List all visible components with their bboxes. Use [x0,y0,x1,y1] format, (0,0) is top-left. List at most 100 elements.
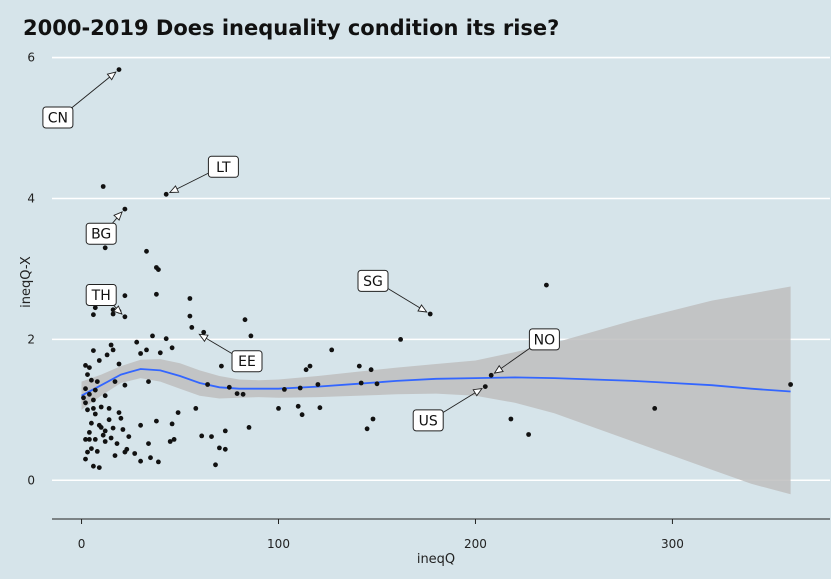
data-point [81,395,86,401]
data-point [526,432,531,437]
data-point [96,358,102,363]
data-point [242,317,248,323]
data-point [329,347,335,353]
data-point [138,422,144,428]
annotation-box [231,350,263,373]
data-point [205,382,211,387]
data-point [201,329,207,335]
annotation-arrowhead [198,333,209,343]
data-point [148,455,153,461]
data-point [246,425,252,430]
y-tick-label: 4 [27,191,35,205]
data-point [116,410,122,415]
data-point [488,372,494,378]
data-point [94,449,100,454]
annotation-arrowhead [472,388,483,397]
data-point [120,427,126,432]
data-point [116,361,122,367]
annotation-box [412,409,444,432]
data-point [91,463,96,469]
smooth-line-group [81,368,791,397]
data-point [248,333,254,339]
data-point [154,291,159,297]
data-point [92,437,98,442]
data-point [163,191,169,197]
data-point [114,441,120,446]
data-point [144,347,149,353]
data-point [317,405,323,411]
data-point [83,386,88,392]
annotation-arrowhead [106,71,117,81]
data-point [156,267,161,272]
data-point [788,382,793,387]
annotation-label: EE [238,354,256,370]
data-point [234,391,240,396]
data-point [102,439,108,444]
y-tick-label: 0 [27,473,35,487]
y-tick-label: 6 [27,51,35,65]
data-point [83,437,88,442]
data-point [132,451,138,456]
data-point [83,400,88,406]
annotation-box [85,222,117,245]
data-point [122,449,128,455]
data-point [106,406,112,411]
data-point [122,293,128,299]
x-tick-label: 0 [78,537,86,551]
y-axis-title: ineqQ-X [19,256,34,308]
data-point [138,458,144,464]
data-point [370,416,376,422]
annotation-label: CN [48,111,68,127]
data-point [102,428,108,434]
data-point [368,367,374,373]
annotations: CN LT BG TH SG EE NO US [42,71,560,432]
x-tick-label: 100 [267,537,290,551]
data-point [89,446,94,451]
data-point [315,382,321,387]
data-points [81,67,793,470]
annotation-arrow [68,71,117,111]
data-point [87,437,92,442]
data-point [282,387,287,392]
data-point [146,441,151,446]
confidence-ribbon [81,286,791,495]
data-point [303,367,309,373]
data-point [85,372,90,377]
annotation-label: BG [91,227,111,243]
data-point [167,439,173,444]
data-point [374,381,380,387]
smooth-line [81,368,791,397]
data-point [163,336,169,342]
data-point [91,406,96,411]
annotation-arrowhead [168,185,180,193]
x-tick-label: 200 [464,537,487,551]
data-point [364,426,370,432]
data-point [110,347,116,353]
x-axis-title: ineqQ [417,552,455,567]
data-point [100,184,106,189]
data-point [87,365,92,370]
annotation-label: SG [363,274,383,290]
data-point [187,296,193,301]
data-point [83,456,88,462]
data-point [157,350,163,356]
data-point [112,379,118,384]
data-point [108,435,114,441]
data-point [100,432,106,438]
data-point [98,404,104,410]
y-tick-label: 2 [27,332,35,346]
data-point [106,417,112,423]
data-point [544,282,549,288]
data-point [89,377,94,383]
data-point [226,384,232,390]
data-point [150,333,155,339]
data-point [295,403,301,409]
data-point [299,412,305,418]
data-point [187,313,193,319]
data-point [276,406,281,411]
data-point [652,406,658,411]
data-point [219,363,224,369]
data-point [94,379,100,384]
data-point [240,391,246,397]
